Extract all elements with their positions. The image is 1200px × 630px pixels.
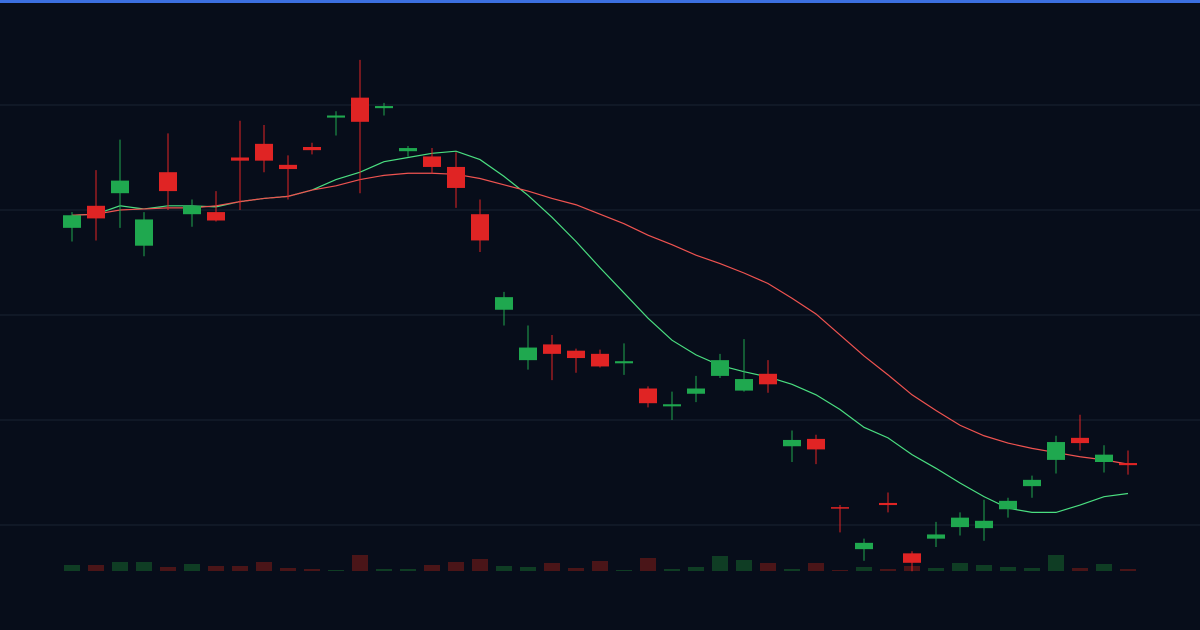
volume-bar xyxy=(736,560,752,571)
volume-bar xyxy=(520,567,536,571)
volume-bar xyxy=(64,565,80,571)
volume-bar xyxy=(376,569,392,571)
volume-bar xyxy=(568,568,584,571)
candle-body xyxy=(303,147,321,151)
volume-bar xyxy=(136,562,152,571)
volume-bar xyxy=(1000,567,1016,571)
volume-bar xyxy=(832,570,848,571)
volume-bar xyxy=(760,563,776,571)
candle-body xyxy=(999,500,1017,510)
candle-body xyxy=(207,212,225,221)
candle-body xyxy=(951,517,969,528)
volume-bar xyxy=(160,567,176,571)
candle-body xyxy=(591,353,609,367)
candle-body xyxy=(279,164,297,170)
volume-bar xyxy=(592,561,608,571)
candle-body xyxy=(711,360,729,376)
volume-bar xyxy=(1024,568,1040,571)
volume-bar xyxy=(856,567,872,571)
volume-bar xyxy=(688,567,704,571)
candle-body xyxy=(759,373,777,385)
volume-bar xyxy=(1120,569,1136,571)
volume-bar xyxy=(472,559,488,571)
candle-body xyxy=(735,379,753,391)
candle-body xyxy=(927,534,945,539)
volume-bar xyxy=(232,566,248,571)
volume-bar xyxy=(352,555,368,571)
candle-body xyxy=(567,350,585,359)
candle-body xyxy=(231,157,249,161)
volume-bar xyxy=(952,563,968,571)
candle-body xyxy=(975,520,993,529)
candle-body xyxy=(471,214,489,241)
volume-bar xyxy=(424,565,440,571)
volume-bar xyxy=(184,564,200,571)
candle-body xyxy=(63,215,81,228)
candle-body xyxy=(159,172,177,192)
volume-bar xyxy=(1072,568,1088,571)
candle-body xyxy=(351,97,369,122)
candle-body xyxy=(1047,442,1065,460)
candle-body xyxy=(399,148,417,152)
candle-body xyxy=(87,205,105,219)
volume-bar xyxy=(208,566,224,571)
candle-body xyxy=(1023,479,1041,487)
candle-body xyxy=(1095,454,1113,462)
volume-bar xyxy=(1096,564,1112,571)
candle-body xyxy=(111,180,129,194)
candle-body xyxy=(447,166,465,188)
candle-body xyxy=(783,439,801,447)
candle-body xyxy=(807,438,825,450)
candle-body xyxy=(615,361,633,364)
candle-body xyxy=(1119,463,1137,466)
candle-body xyxy=(879,502,897,506)
volume-bar xyxy=(976,565,992,571)
top-bar xyxy=(0,0,1200,3)
candle-body xyxy=(183,205,201,215)
candle-body xyxy=(903,553,921,563)
volume-bar xyxy=(544,563,560,571)
volume-bar xyxy=(712,556,728,571)
candle-body xyxy=(135,219,153,246)
volume-bar xyxy=(88,565,104,571)
candle-body xyxy=(639,388,657,404)
candle-body xyxy=(543,344,561,354)
volume-bar xyxy=(448,562,464,571)
candle-body xyxy=(423,156,441,167)
volume-bar xyxy=(400,569,416,571)
volume-bar xyxy=(496,566,512,571)
volume-bar xyxy=(616,570,632,571)
volume-bar xyxy=(280,568,296,571)
candle-body xyxy=(255,143,273,161)
volume-bar xyxy=(112,562,128,571)
volume-bar xyxy=(928,568,944,571)
candle-body xyxy=(495,297,513,310)
volume-bar xyxy=(640,558,656,571)
candle-body xyxy=(663,404,681,407)
volume-bar xyxy=(304,569,320,571)
candle-body xyxy=(855,542,873,550)
candle-body xyxy=(519,347,537,361)
volume-bar xyxy=(808,563,824,571)
volume-bar xyxy=(880,569,896,571)
moving-average-line xyxy=(71,172,1129,465)
volume-bar xyxy=(256,562,272,571)
candle-body xyxy=(375,106,393,109)
volume-bar xyxy=(1048,555,1064,571)
volume-bar xyxy=(328,570,344,571)
candle-body xyxy=(831,507,849,509)
volume-bar xyxy=(784,569,800,571)
volume-bar xyxy=(664,569,680,571)
candle-body xyxy=(687,388,705,394)
candle-body xyxy=(1071,437,1089,444)
candle-body xyxy=(327,115,345,118)
